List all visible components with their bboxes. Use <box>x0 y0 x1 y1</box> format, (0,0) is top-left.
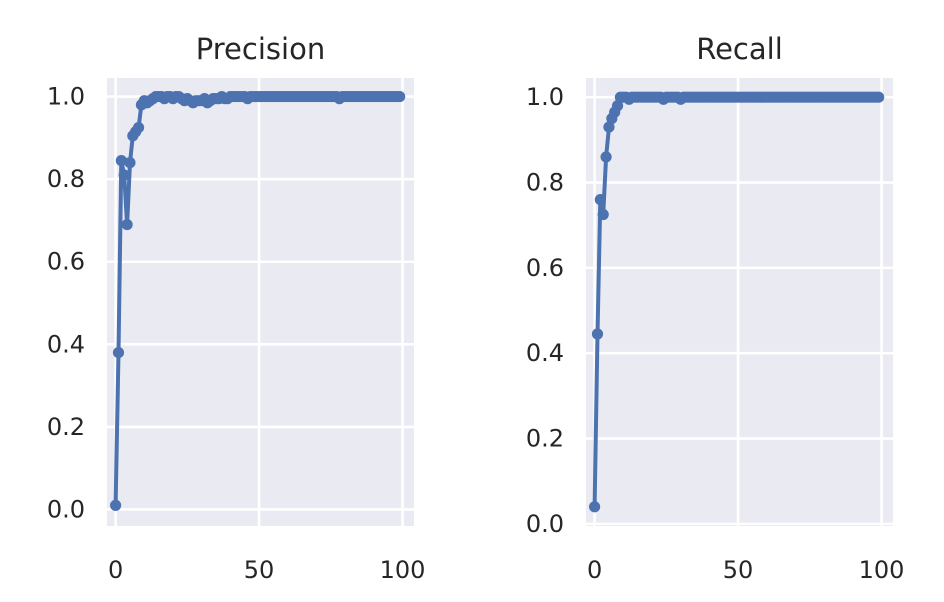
y-tick-label: 1.0 <box>526 83 564 111</box>
data-point <box>115 154 127 167</box>
x-tick-label: 0 <box>108 556 123 584</box>
y-tick-label: 0.8 <box>526 169 564 197</box>
plot-area <box>586 78 893 526</box>
y-tick-label: 0.0 <box>47 495 85 523</box>
data-point <box>600 151 612 163</box>
x-tick-label: 100 <box>859 556 905 584</box>
x-tick-label: 100 <box>380 556 426 584</box>
x-tick-label: 50 <box>723 556 754 584</box>
data-point <box>112 346 125 359</box>
data-point <box>611 100 624 112</box>
data-point <box>873 91 885 103</box>
data-point <box>591 328 604 340</box>
recall-chart: 0.0 0.2 0.4 0.6 0.8 1.0 0 50 100 Recall <box>526 32 905 584</box>
data-point <box>594 194 606 206</box>
data-point <box>589 501 601 513</box>
chart-title: Precision <box>196 32 325 66</box>
precision-chart: 0.0 0.2 0.4 0.6 0.8 1.0 0 50 100 Precision <box>47 32 426 584</box>
data-point <box>110 499 122 511</box>
y-tick-label: 0.4 <box>47 330 85 358</box>
x-tick-label: 50 <box>244 556 275 584</box>
y-tick-label: 0.8 <box>47 165 85 193</box>
data-point <box>603 121 615 133</box>
data-point <box>121 218 133 231</box>
data-point <box>597 208 609 221</box>
y-tick-label: 1.0 <box>47 83 85 111</box>
y-tick-label: 0.6 <box>526 254 564 282</box>
y-tick-label: 0.4 <box>526 339 564 367</box>
x-tick-label: 0 <box>587 556 602 584</box>
data-point <box>118 169 130 181</box>
data-point <box>132 121 145 134</box>
y-tick-label: 0.2 <box>526 425 564 453</box>
plot-area <box>107 78 414 526</box>
chart-title: Recall <box>696 32 783 66</box>
data-point <box>124 157 136 169</box>
y-tick-label: 0.2 <box>47 413 85 441</box>
y-tick-label: 0.0 <box>526 510 564 538</box>
y-tick-label: 0.6 <box>47 248 85 276</box>
data-point <box>394 90 406 103</box>
